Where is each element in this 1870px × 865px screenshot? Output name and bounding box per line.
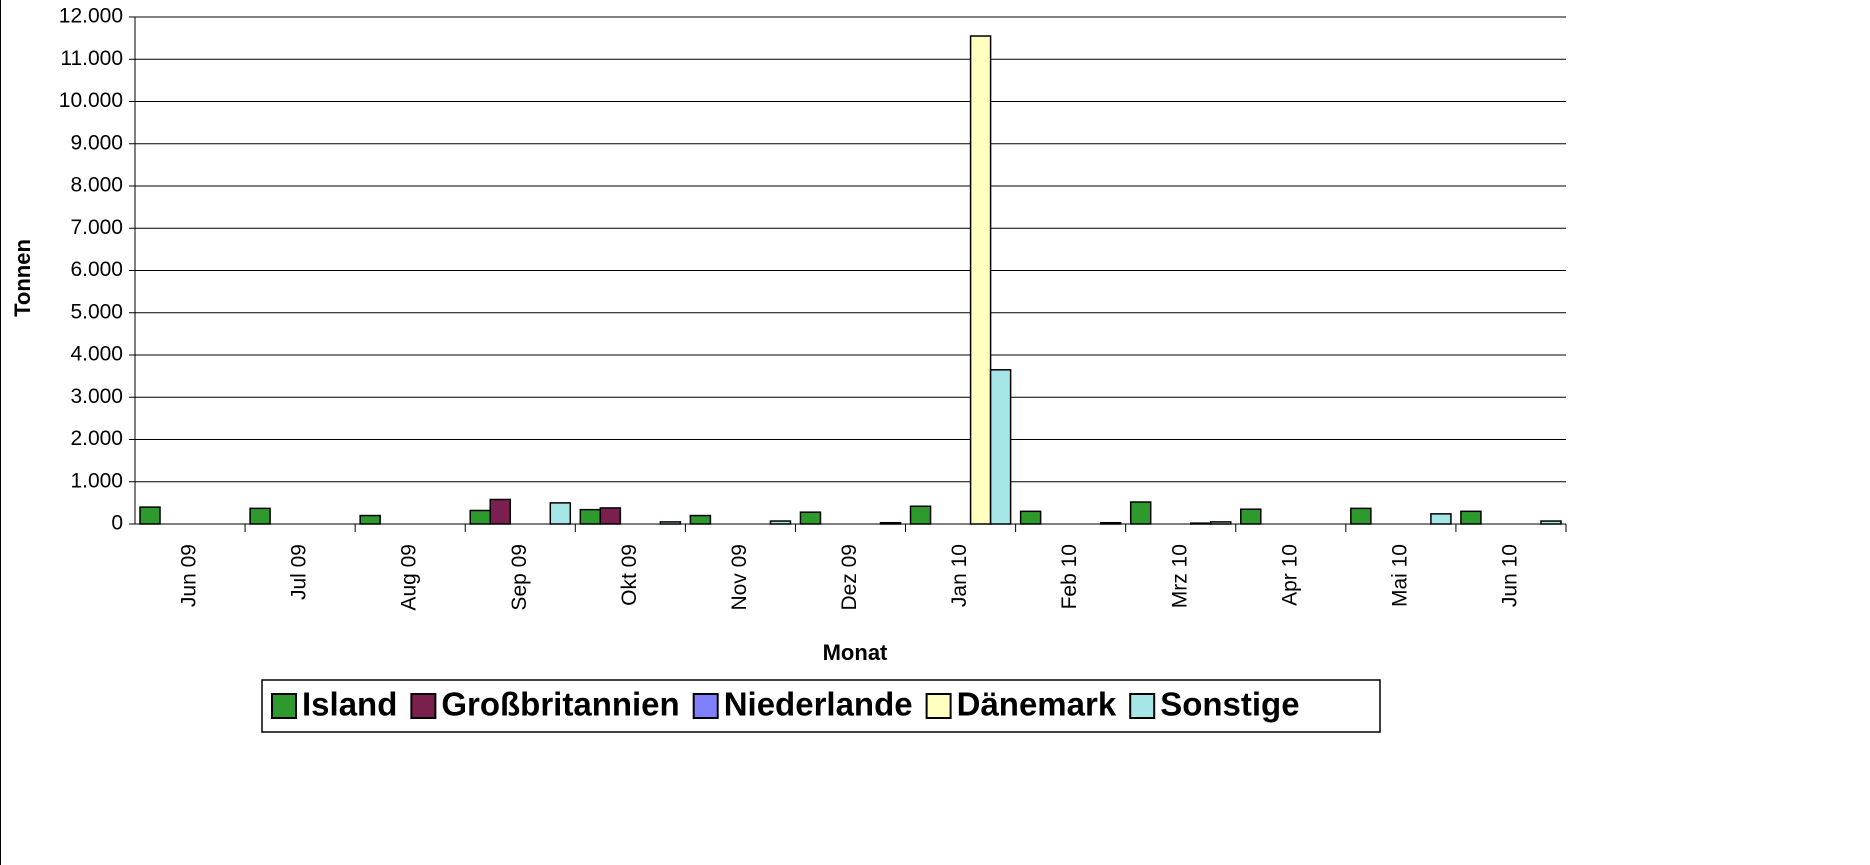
- y-tick-label: 12.000: [59, 5, 123, 28]
- x-tick-label: Jun 09: [178, 544, 201, 607]
- bar: [1189, 522, 1212, 525]
- bar: [1540, 520, 1562, 525]
- y-tick-label: 3.000: [70, 385, 123, 408]
- legend-label: Niederlande: [724, 686, 913, 723]
- x-tick-label: Apr 10: [1278, 544, 1301, 606]
- y-tick-label: 5.000: [70, 300, 123, 323]
- legend-label: Island: [302, 686, 397, 723]
- bar: [989, 369, 1012, 525]
- bar: [1350, 507, 1372, 525]
- bar: [249, 507, 271, 525]
- y-tick-label: 0: [111, 512, 123, 535]
- bar: [1019, 510, 1042, 525]
- bar: [1129, 501, 1152, 525]
- y-tick-label: 1.000: [70, 469, 123, 492]
- x-tick-label: Jul 09: [288, 544, 311, 600]
- x-tick-label: Jun 10: [1499, 544, 1522, 607]
- legend-label: Sonstige: [1160, 686, 1299, 723]
- legend-swatch: [271, 693, 297, 719]
- x-tick-label: Jan 10: [948, 544, 971, 607]
- legend-swatch: [925, 693, 952, 719]
- bar: [1210, 521, 1232, 525]
- legend-box: [261, 679, 1381, 733]
- bar: [1460, 510, 1482, 525]
- x-tick-label: Okt 09: [618, 544, 641, 606]
- x-tick-label: Mrz 10: [1168, 544, 1191, 608]
- legend-swatch: [692, 693, 719, 719]
- legend-swatch: [1129, 693, 1156, 719]
- y-tick-label: 4.000: [70, 343, 123, 366]
- bar: [909, 505, 932, 525]
- x-tick-label: Nov 09: [728, 544, 751, 611]
- bar: [879, 521, 902, 525]
- x-tick-label: Sep 09: [508, 544, 531, 611]
- x-axis-title: Monat: [823, 640, 888, 665]
- bar: [1099, 521, 1122, 525]
- bar: [599, 507, 622, 525]
- bar: [359, 514, 381, 525]
- bar: [969, 35, 992, 525]
- legend-label: Dänemark: [957, 686, 1117, 723]
- bar: [579, 508, 602, 525]
- bar: [689, 514, 712, 525]
- y-tick-label: 2.000: [70, 427, 123, 450]
- x-tick-label: Feb 10: [1058, 544, 1081, 609]
- bar: [469, 509, 491, 525]
- bar: [659, 521, 682, 525]
- y-tick-label: 11.000: [60, 47, 123, 70]
- y-tick-label: 7.000: [70, 216, 123, 239]
- legend-label: Großbritannien: [441, 686, 679, 723]
- bar: [769, 520, 792, 525]
- bar: [1430, 513, 1452, 525]
- legend-swatch: [410, 693, 437, 719]
- bar: [139, 506, 161, 525]
- bar: [489, 498, 512, 525]
- x-tick-label: Mai 10: [1388, 544, 1411, 607]
- y-tick-label: 9.000: [70, 131, 123, 154]
- y-axis-title: Tonnen: [10, 239, 35, 317]
- bar: [549, 502, 572, 525]
- x-tick-label: Dez 09: [838, 544, 861, 611]
- y-tick-label: 8.000: [70, 174, 123, 197]
- y-tick-label: 10.000: [59, 89, 123, 112]
- y-tick-label: 6.000: [70, 258, 123, 281]
- bar: [1240, 508, 1262, 525]
- bar: [799, 511, 822, 525]
- x-tick-label: Aug 09: [398, 544, 421, 611]
